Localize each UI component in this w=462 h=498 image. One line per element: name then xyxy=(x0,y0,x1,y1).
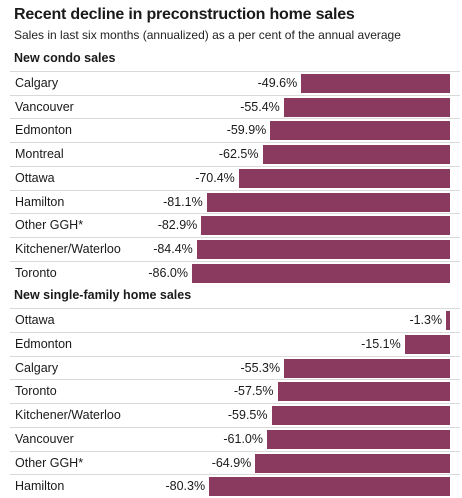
panel-header: New single-family home sales xyxy=(14,288,192,303)
category-label: Ottawa xyxy=(15,313,55,328)
chart-subtitle: Sales in last six months (annualized) as… xyxy=(14,28,401,42)
bar xyxy=(271,406,450,426)
value-label: -49.6% xyxy=(257,76,298,90)
bar-row: Ottawa -70.4% xyxy=(10,165,460,190)
value-label: -64.9% xyxy=(211,455,252,470)
category-label: Vancouver xyxy=(15,99,74,114)
bar-row: Kitchener/Waterloo -84.4% xyxy=(10,236,460,261)
category-label: Montreal xyxy=(15,147,64,162)
category-label: Hamilton xyxy=(15,194,65,209)
value-label: -84.4% xyxy=(153,241,193,256)
bar xyxy=(209,477,450,497)
bar xyxy=(196,239,450,259)
bar xyxy=(283,97,450,117)
value-label: -82.9% xyxy=(157,218,198,233)
category-label: Kitchener/Waterloo xyxy=(15,408,121,423)
panel-header: New condo sales xyxy=(14,51,116,65)
bar-row: Hamilton -81.1% xyxy=(10,189,460,214)
bar-row: Other GGH* -64.9% xyxy=(10,450,460,475)
bar xyxy=(301,74,450,93)
category-label: Calgary xyxy=(15,76,59,90)
category-label: Toronto xyxy=(15,384,57,399)
value-label: -62.5% xyxy=(218,147,259,162)
bar-row: Vancouver -61.0% xyxy=(10,426,460,451)
bar xyxy=(267,429,450,449)
bar xyxy=(255,453,450,473)
value-label: -57.5% xyxy=(233,384,274,399)
category-label: Hamilton xyxy=(15,479,65,494)
bar-row: Edmonton -59.9% xyxy=(10,118,460,142)
bar-row: Montreal -62.5% xyxy=(10,142,460,166)
bar xyxy=(404,335,450,354)
bar-row: Hamilton -80.3% xyxy=(10,474,460,498)
bar-row: Ottawa -1.3% xyxy=(10,308,460,332)
category-label: Toronto xyxy=(15,265,57,280)
value-label: -70.4% xyxy=(195,170,235,185)
category-label: Edmonton xyxy=(15,123,72,138)
category-label: Vancouver xyxy=(15,431,74,446)
bar xyxy=(262,145,450,165)
value-label: -55.3% xyxy=(240,360,281,375)
value-label: -59.5% xyxy=(227,408,268,423)
category-label: Other GGH* xyxy=(15,218,84,233)
value-label: -59.9% xyxy=(226,123,267,138)
bar xyxy=(192,263,450,283)
value-label: -1.3% xyxy=(409,313,443,328)
value-label: -86.0% xyxy=(148,265,188,280)
bar-row: Other GGH* -82.9% xyxy=(10,213,460,237)
value-label: -61.0% xyxy=(223,431,263,446)
category-label: Calgary xyxy=(15,360,59,375)
value-label: -55.4% xyxy=(240,99,280,114)
category-label: Other GGH* xyxy=(15,455,84,470)
value-label: -80.3% xyxy=(165,479,206,494)
value-label: -81.1% xyxy=(163,194,203,209)
category-label: Ottawa xyxy=(15,170,55,185)
bar xyxy=(238,168,450,188)
category-label: Kitchener/Waterloo xyxy=(15,241,121,256)
bar xyxy=(284,358,450,378)
bar xyxy=(206,192,450,212)
value-label: -15.1% xyxy=(361,337,401,351)
category-label: Edmonton xyxy=(15,337,72,351)
bar-row: Edmonton -15.1% xyxy=(10,332,460,356)
bar-row: Kitchener/Waterloo -59.5% xyxy=(10,403,460,427)
bar-row: Toronto -86.0% xyxy=(10,260,460,285)
bar-row: Toronto -57.5% xyxy=(10,379,460,403)
bar-row: Calgary -49.6% xyxy=(10,71,460,95)
bar xyxy=(446,311,450,331)
bar-row: Vancouver -55.4% xyxy=(10,94,460,119)
chart-title: Recent decline in preconstruction home s… xyxy=(14,6,355,23)
bar xyxy=(277,382,450,402)
bar xyxy=(270,121,450,141)
bar xyxy=(201,216,450,236)
bar-row: Calgary -55.3% xyxy=(10,355,460,380)
